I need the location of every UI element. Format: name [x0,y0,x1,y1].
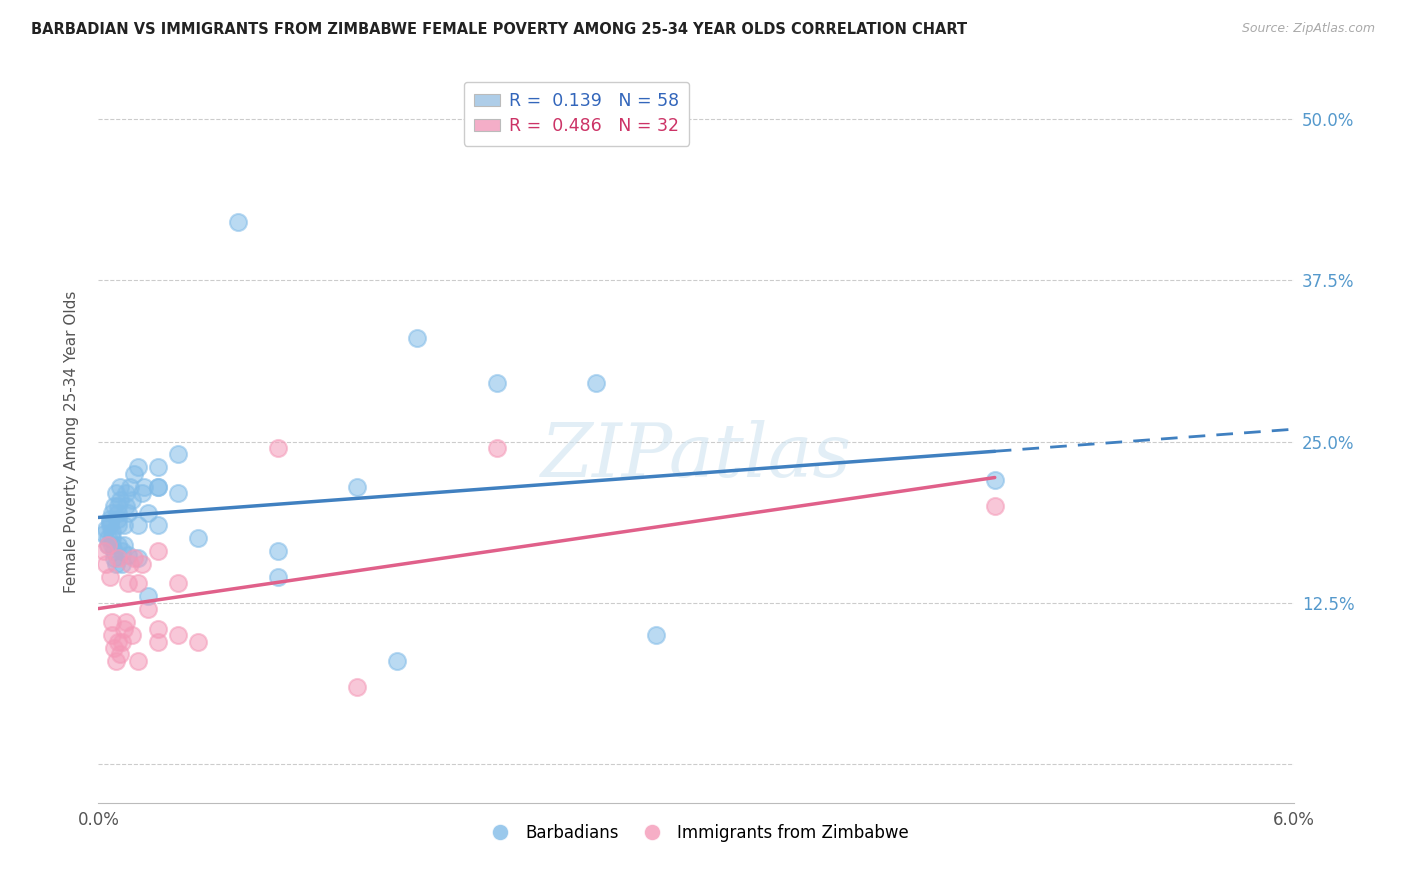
Point [121,492,143,507]
Point [97,538,120,552]
Point [101,506,124,520]
Point [406,331,429,345]
Point [111,634,134,648]
Point [110,492,132,507]
Point [110,480,132,494]
Point [167,447,190,461]
Point [107,512,129,526]
Point [127,576,149,591]
Point [167,628,190,642]
Point [148,480,170,494]
Point [111,557,134,571]
Point [131,486,153,500]
Point [93,527,115,541]
Y-axis label: Female Poverty Among 25-34 Year Olds: Female Poverty Among 25-34 Year Olds [65,291,79,592]
Point [127,550,149,565]
Point [98,518,122,533]
Point [107,538,129,552]
Point [984,473,1007,487]
Point [187,531,209,545]
Point [148,480,170,494]
Point [127,460,149,475]
Point [103,499,125,513]
Point [115,615,138,630]
Point [111,544,134,558]
Point [124,550,146,565]
Point [101,628,124,642]
Point [645,628,668,642]
Point [107,518,129,533]
Point [148,544,170,558]
Point [167,576,190,591]
Point [127,518,149,533]
Point [112,622,135,636]
Point [267,441,290,455]
Point [101,524,124,539]
Point [148,518,170,533]
Point [117,548,139,562]
Point [127,654,149,668]
Point [148,622,170,636]
Point [136,506,159,520]
Point [148,460,170,475]
Point [96,522,118,536]
Point [485,376,508,391]
Point [107,550,129,565]
Point [96,557,118,571]
Legend: Barbadians, Immigrants from Zimbabwe: Barbadians, Immigrants from Zimbabwe [477,817,915,848]
Point [105,654,128,668]
Point [110,648,132,662]
Point [346,480,368,494]
Point [98,512,122,526]
Point [187,634,209,648]
Point [112,518,135,533]
Text: ZIPatlas: ZIPatlas [540,420,852,492]
Point [136,590,159,604]
Point [107,499,129,513]
Point [124,467,146,481]
Point [131,557,153,571]
Point [103,550,125,565]
Point [103,640,125,655]
Point [105,557,128,571]
Point [98,570,122,584]
Point [346,680,368,694]
Point [115,499,138,513]
Point [585,376,607,391]
Point [105,486,128,500]
Point [107,506,129,520]
Point [226,215,249,229]
Point [97,531,120,545]
Text: BARBADIAN VS IMMIGRANTS FROM ZIMBABWE FEMALE POVERTY AMONG 25-34 YEAR OLDS CORRE: BARBADIAN VS IMMIGRANTS FROM ZIMBABWE FE… [31,22,967,37]
Point [117,506,139,520]
Point [167,486,190,500]
Point [485,441,508,455]
Text: Source: ZipAtlas.com: Source: ZipAtlas.com [1241,22,1375,36]
Point [120,480,142,494]
Point [97,538,120,552]
Point [101,531,124,545]
Point [984,499,1007,513]
Point [103,544,125,558]
Point [112,538,135,552]
Point [134,480,156,494]
Point [115,486,138,500]
Point [120,557,142,571]
Point [267,544,290,558]
Point [385,654,409,668]
Point [136,602,159,616]
Point [93,544,115,558]
Point [101,538,124,552]
Point [101,615,124,630]
Point [117,576,139,591]
Point [121,628,143,642]
Point [148,634,170,648]
Point [98,515,122,529]
Point [107,634,129,648]
Point [267,570,290,584]
